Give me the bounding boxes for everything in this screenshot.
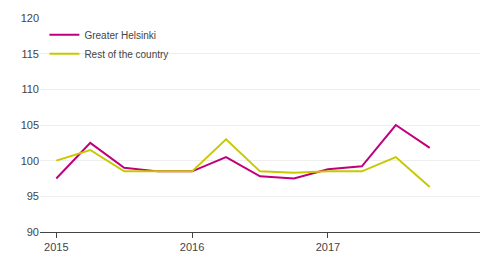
- svg-text:2015: 2015: [44, 241, 68, 253]
- svg-text:90: 90: [27, 226, 39, 238]
- svg-text:105: 105: [21, 119, 39, 131]
- svg-text:2017: 2017: [316, 241, 340, 253]
- svg-text:95: 95: [27, 190, 39, 202]
- svg-text:Greater Helsinki: Greater Helsinki: [84, 30, 156, 41]
- svg-text:2016: 2016: [180, 241, 204, 253]
- svg-text:100: 100: [21, 155, 39, 167]
- svg-text:Rest of the country: Rest of the country: [84, 49, 168, 60]
- svg-text:115: 115: [21, 48, 39, 60]
- svg-text:110: 110: [21, 83, 39, 95]
- svg-text:120: 120: [21, 12, 39, 24]
